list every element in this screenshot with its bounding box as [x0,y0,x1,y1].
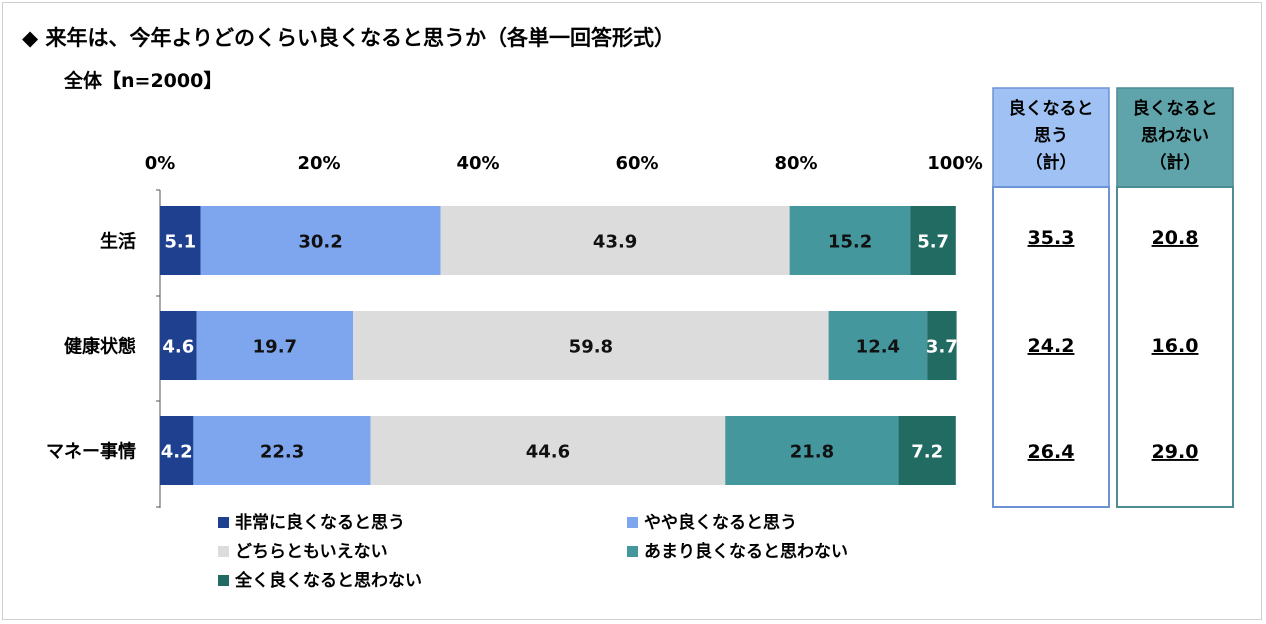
summary-boxes: 良くなると思う （計） 35.3 24.2 26.4 良くなると思わない （計） 20.8 16… [992,87,1234,508]
summary-box-header-text: （計） [1026,152,1077,173]
data-label: 4.2 [161,442,193,463]
legend-label: 全く良くなると思わない [234,570,422,591]
summary-box-header-text: （計） [1150,152,1201,173]
bar-segment [193,416,371,485]
summary-box-header-text: 思わない [1141,126,1209,146]
data-label: 59.8 [569,337,613,358]
data-label: 43.9 [593,232,637,253]
legend-swatch [627,546,638,557]
bar-segment [789,206,911,275]
data-label: 12.4 [856,337,900,358]
data-label: 21.8 [790,442,834,463]
legend-swatch [627,517,638,528]
bars: 生活 5.1 30.2 43.9 15.2 5.7 健康状態 4.6 19.7 59.8 12.4 3… [46,206,958,485]
summary-box-value: 20.8 [1152,227,1199,249]
chart-subtitle: 全体【n=2000】 [63,69,222,92]
summary-box-body [992,186,1110,508]
chart-title: ◆ 来年は、今年よりどのくらい良くなると思うか（各単一回答形式） [22,26,675,50]
summary-box-value: 29.0 [1152,441,1199,463]
data-label: 19.7 [253,337,297,358]
bar-segment [160,416,194,485]
bar-segment [353,311,829,380]
data-label: 44.6 [526,442,570,463]
x-tick-label: 20% [297,153,340,174]
summary-box-header-text: 思う [1034,126,1068,146]
summary-box-value: 16.0 [1152,335,1199,357]
summary-box-header [992,87,1110,188]
legend-swatch [218,546,229,557]
summary-box-value: 26.4 [1028,441,1075,463]
data-label: 4.6 [162,337,194,358]
legend-label: 非常に良くなると思う [235,512,405,533]
bar-segment [160,206,201,275]
x-tick-label: 0% [145,153,176,174]
summary-box-value: 35.3 [1028,227,1075,249]
bar-segment [898,416,956,485]
plot-area [156,189,161,508]
data-label: 30.2 [298,232,342,253]
data-label: 3.7 [926,337,958,358]
legend-label: あまり良くなると思わない [644,541,848,562]
summary-box-body [1116,186,1234,508]
bar-segment [910,206,956,275]
bar-segment [440,206,790,275]
bar-segment [725,416,899,485]
bar-segment [160,311,197,380]
data-label: 5.7 [917,232,949,253]
summary-box-header-text: 良くなると [1133,98,1218,119]
summary-box-header-text: 良くなると [1009,98,1094,119]
data-label: 5.1 [164,232,196,253]
summary-box-value: 24.2 [1028,335,1075,357]
bar-segment [370,416,726,485]
data-label: 15.2 [828,232,872,253]
category-label: 健康状態 [64,336,136,358]
data-label: 22.3 [260,442,304,463]
bar-segment [196,311,354,380]
x-tick-label: 60% [615,153,658,174]
legend-swatch [218,575,229,586]
category-label: 生活 [100,231,136,253]
x-tick-label: 40% [456,153,499,174]
legend-swatch [218,517,229,528]
x-tick-label: 80% [774,153,817,174]
bar-segment [927,311,957,380]
bar-segment [828,311,928,380]
x-tick-label: 100% [927,153,983,174]
bar-segment [200,206,441,275]
x-axis-ticks: 0% 20% 40% 60% 80% 100% [145,153,983,174]
legend-label: どちらともいえない [235,542,388,562]
category-label: マネー事情 [46,441,136,463]
data-label: 7.2 [911,442,943,463]
legend-label: やや良くなると思う [644,512,797,533]
